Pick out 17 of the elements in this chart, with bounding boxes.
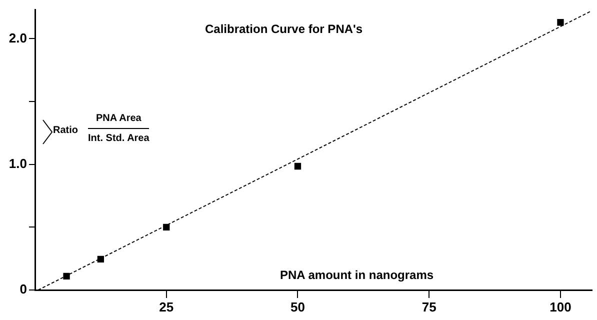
y-tick-label: 0 [20,282,27,297]
y-tick-label: 1.0 [8,156,27,171]
point [63,272,70,280]
text: Calibration Curve for PNA's [205,22,363,36]
x-tick-label: 75 [422,299,436,314]
annotation: PNA Area [88,113,150,129]
x-axis-title: PNA amount in nanograms [280,268,434,282]
x-tick-label: 50 [290,299,305,314]
annotation: Int. Std. Area [88,132,150,144]
y-axis-title: Ratio [53,125,78,136]
x-tick-label: 100 [550,299,572,314]
point [294,162,302,170]
point [97,256,104,263]
point [163,224,170,231]
point [557,19,564,26]
y-tick-label: 2.0 [8,30,27,46]
x-tick-label: 25 [159,299,174,314]
